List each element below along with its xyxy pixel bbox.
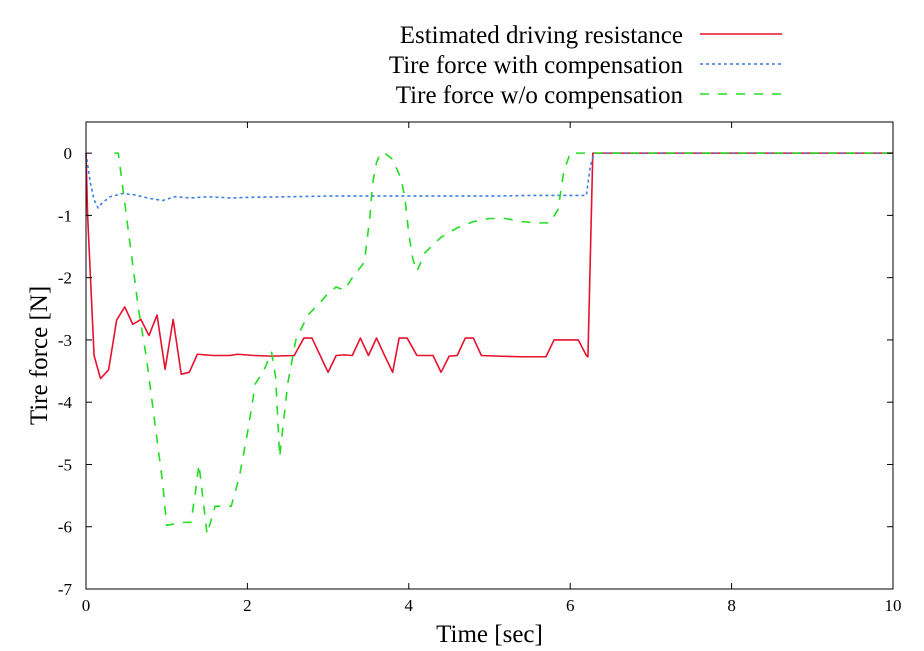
legend-label-3: Tire force w/o compensation: [396, 82, 684, 109]
x-tick-label: 10: [885, 596, 902, 615]
x-tick-label: 6: [566, 596, 575, 615]
x-tick-label: 0: [82, 596, 91, 615]
y-axis-ticks: 0 -1 -2 -3 -4 -5 -6 -7: [58, 144, 893, 599]
series-line-2: [85, 152, 893, 209]
y-tick-label: -5: [58, 455, 72, 474]
legend-label-2: Tire force with compensation: [389, 52, 684, 79]
x-tick-label: 2: [243, 596, 252, 615]
legend: Estimated driving resistance Tire force w…: [389, 22, 782, 109]
x-axis-title: Time [sec]: [436, 621, 543, 648]
plot-frame: [85, 121, 894, 590]
x-axis-ticks: 0 2 4 6 8 10: [82, 122, 902, 615]
y-tick-label: -3: [58, 331, 72, 350]
y-tick-label: 0: [64, 144, 73, 163]
y-tick-label: -1: [58, 206, 72, 225]
y-tick-label: -6: [58, 518, 72, 537]
series-group: [85, 152, 893, 536]
y-tick-label: -4: [58, 393, 73, 412]
y-axis-title: Tire force [N]: [26, 286, 53, 425]
series-line-3: [114, 152, 893, 536]
y-tick-label: -7: [58, 580, 73, 599]
y-tick-label: -2: [58, 269, 72, 288]
x-tick-label: 8: [727, 596, 736, 615]
legend-label-1: Estimated driving resistance: [400, 22, 683, 49]
series-line-1: [85, 152, 893, 380]
x-tick-label: 4: [405, 596, 414, 615]
